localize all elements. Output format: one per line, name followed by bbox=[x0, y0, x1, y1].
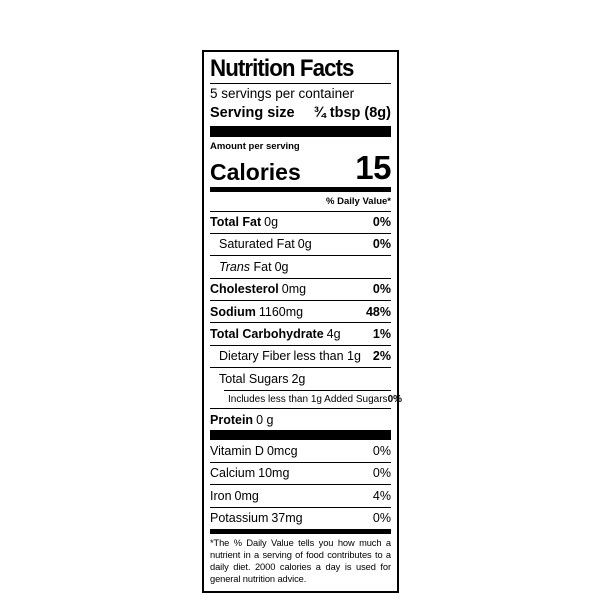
section-divider-thick bbox=[210, 125, 391, 137]
title-divider bbox=[210, 82, 391, 84]
nutrient-amount: 1160mg bbox=[258, 304, 304, 319]
calories-row: Calories 15 bbox=[210, 149, 391, 187]
nutrient-amount: 2g bbox=[291, 371, 306, 386]
nutrient-dv: 1% bbox=[372, 326, 391, 341]
micronutrient-row-iron: Iron 0mg 4% bbox=[210, 484, 391, 506]
nutrient-dv: 0% bbox=[372, 215, 391, 230]
micronutrient-row-potassium: Potassium 37mg 0% bbox=[210, 506, 391, 529]
nutrient-amount: 0mg bbox=[281, 282, 307, 297]
serving-size-row: Serving size ¾ tbsp (8g) bbox=[210, 103, 391, 126]
nutrient-amount: 0g bbox=[274, 259, 289, 274]
daily-value-header: % Daily Value* bbox=[326, 195, 391, 207]
micronutrient-name: Calcium bbox=[210, 466, 256, 481]
micronutrient-name: Iron bbox=[210, 488, 232, 503]
nutrient-name: Includes less than 1g Added Sugars bbox=[228, 393, 388, 405]
section-divider-thick bbox=[210, 430, 391, 441]
nutrient-name: Total Sugars bbox=[219, 371, 289, 386]
nutrient-dv: 2% bbox=[372, 349, 391, 364]
micronutrient-amount: 10mg bbox=[258, 466, 290, 481]
micronutrient-amount: 0mg bbox=[234, 488, 259, 503]
nutrition-facts-label: Nutrition Facts 5 servings per container… bbox=[202, 50, 402, 594]
nutrient-row-total-carbohydrate: Total Carbohydrate 4g 1% bbox=[210, 322, 391, 344]
micronutrient-name: Potassium bbox=[210, 511, 269, 526]
nutrient-row-total-sugars: Total Sugars 2g bbox=[210, 367, 391, 389]
micronutrient-dv: 0% bbox=[372, 466, 391, 481]
nutrient-name: Dietary Fiber bbox=[219, 349, 291, 364]
micronutrient-dv: 0% bbox=[372, 443, 391, 458]
nutrient-amount: less than 1g bbox=[293, 349, 361, 364]
micronutrient-name: Vitamin D bbox=[210, 443, 264, 458]
nutrient-dv: 0% bbox=[372, 282, 391, 297]
label-title: Nutrition Facts bbox=[210, 55, 354, 82]
micronutrient-dv: 0% bbox=[372, 511, 391, 526]
micronutrient-amount: 0mcg bbox=[266, 443, 298, 458]
nutrient-row-trans-fat: Trans Fat 0g bbox=[210, 255, 391, 277]
nutrient-amount: 0 g bbox=[256, 412, 274, 427]
serving-size-label: Serving size bbox=[210, 104, 295, 121]
micronutrient-dv: 4% bbox=[372, 488, 391, 503]
nutrient-row-cholesterol: Cholesterol 0mg 0% bbox=[210, 277, 391, 300]
nutrient-dv: 48% bbox=[365, 304, 391, 319]
nutrient-amount: 0g bbox=[264, 215, 279, 230]
section-divider-medium bbox=[210, 528, 391, 534]
nutrient-row-protein: Protein 0 g bbox=[210, 408, 391, 430]
nutrient-row-total-fat: Total Fat 0g 0% bbox=[210, 210, 391, 233]
nutrient-amount: 4g bbox=[326, 326, 341, 341]
nutrient-amount: 0g bbox=[297, 237, 312, 252]
micronutrient-row-vitamin-d: Vitamin D 0mcg 0% bbox=[210, 440, 391, 461]
nutrient-name: Total Fat bbox=[210, 215, 262, 230]
serving-size-value: ¾ tbsp (8g) bbox=[313, 104, 391, 121]
nutrient-name: Cholesterol bbox=[210, 282, 279, 297]
nutrient-name: Fat bbox=[253, 259, 272, 274]
nutrient-dv: 0% bbox=[387, 393, 403, 405]
micronutrient-row-calcium: Calcium 10mg 0% bbox=[210, 461, 391, 484]
nutrient-row-sodium: Sodium 1160mg 48% bbox=[210, 300, 391, 322]
servings-per-container: 5 servings per container bbox=[210, 85, 355, 101]
section-divider-medium bbox=[210, 186, 391, 192]
nutrient-name: Saturated Fat bbox=[219, 237, 295, 252]
nutrient-name-italic: Trans bbox=[219, 259, 251, 274]
nutrient-row-dietary-fiber: Dietary Fiber less than 1g 2% bbox=[210, 344, 391, 367]
micronutrient-amount: 37mg bbox=[271, 511, 303, 526]
nutrient-name: Protein bbox=[210, 412, 254, 427]
nutrient-name: Total Carbohydrate bbox=[210, 326, 324, 341]
nutrient-name: Sodium bbox=[210, 304, 256, 319]
calories-value: 15 bbox=[355, 149, 391, 187]
nutrient-dv: 0% bbox=[372, 237, 391, 252]
daily-value-footnote: *The % Daily Value tells you how much a … bbox=[210, 537, 391, 585]
calories-label: Calories bbox=[210, 158, 301, 185]
nutrient-row-saturated-fat: Saturated Fat 0g 0% bbox=[210, 232, 391, 255]
nutrient-row-added-sugars: Includes less than 1g Added Sugars 0% bbox=[224, 389, 402, 409]
amount-per-serving-label: Amount per serving bbox=[210, 140, 300, 152]
